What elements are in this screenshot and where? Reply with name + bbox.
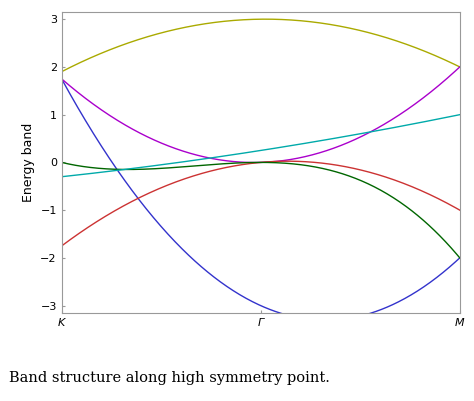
Text: Band structure along high symmetry point.: Band structure along high symmetry point… <box>9 371 330 385</box>
Y-axis label: Energy band: Energy band <box>22 123 35 202</box>
